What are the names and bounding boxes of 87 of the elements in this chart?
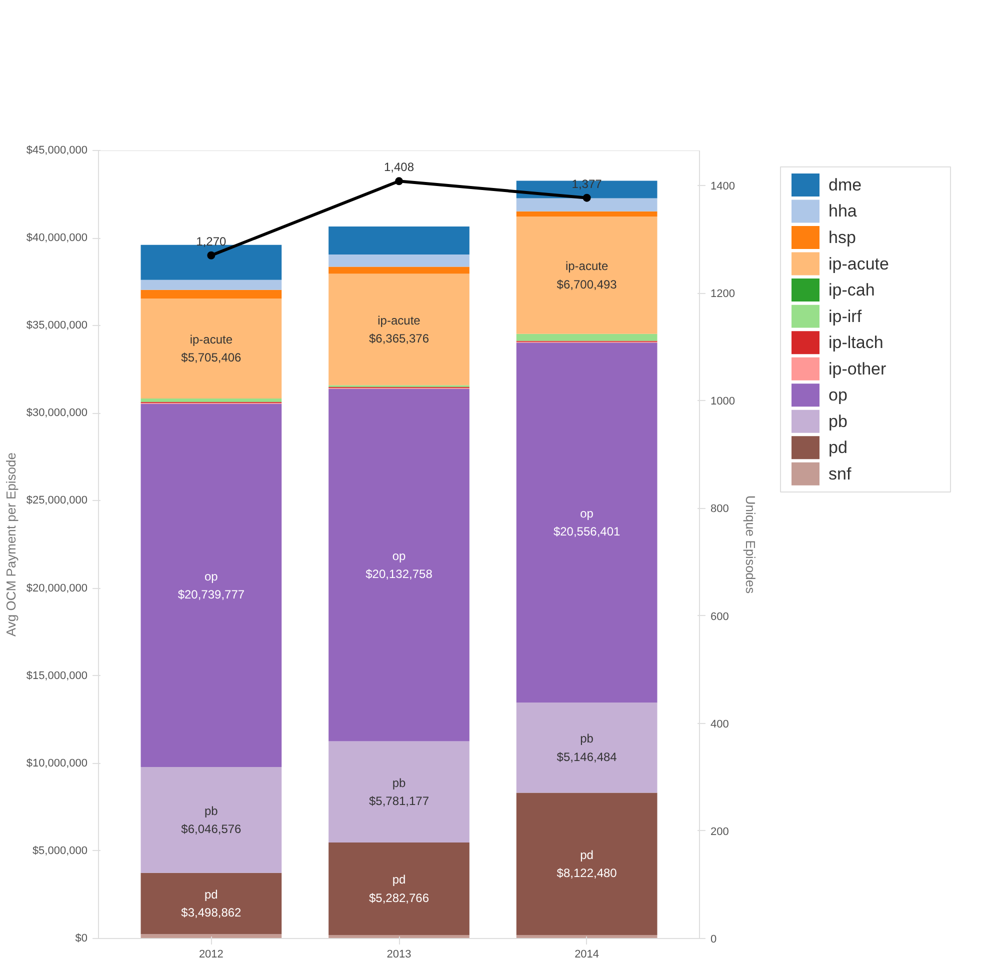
- data-label: $20,739,777: [178, 587, 245, 602]
- y-tick-label: $40,000,000: [26, 232, 88, 244]
- data-label: $6,700,493: [556, 277, 618, 292]
- y2-tick-label: 400: [710, 718, 729, 730]
- data-label: $20,132,758: [366, 567, 433, 582]
- data-label: $3,498,862: [181, 906, 242, 920]
- legend-label: dme: [828, 175, 862, 194]
- bar: [516, 334, 658, 341]
- bar: [140, 934, 282, 938]
- y2-tick-label: 1200: [710, 288, 735, 300]
- legend-label: hha: [828, 202, 858, 221]
- data-label: $5,282,766: [368, 890, 430, 905]
- bar: [140, 398, 282, 402]
- data-label: $5,781,177: [368, 794, 430, 808]
- bar: [328, 274, 470, 386]
- legend-label: ip-cah: [828, 280, 875, 300]
- data-label: 1,408: [384, 160, 414, 174]
- data-label: $6,046,576: [181, 822, 242, 836]
- x-tick-label: 2012: [198, 948, 224, 960]
- legend-label: snf: [828, 464, 852, 484]
- data-label: $20,556,401: [553, 524, 621, 539]
- bar: [328, 254, 470, 267]
- y-tick-label: $35,000,000: [26, 320, 88, 332]
- text: ip-acute: [378, 313, 420, 328]
- legend-label: ip-ltach: [828, 333, 884, 352]
- bar: [328, 741, 470, 842]
- data-label: 1,377: [572, 176, 602, 191]
- bar: [516, 216, 658, 334]
- legend-label: ip-acute: [828, 254, 889, 274]
- bar: [328, 388, 470, 742]
- text: op: [580, 506, 594, 521]
- text: pb: [204, 804, 218, 818]
- bar: [140, 298, 282, 399]
- y-tick-label: $5,000,000: [32, 844, 88, 857]
- bar: [140, 872, 282, 934]
- point: [395, 177, 403, 186]
- text: op: [204, 569, 218, 584]
- text: pb: [580, 732, 594, 746]
- bar: [328, 266, 470, 274]
- y2-tick-label: 600: [710, 610, 729, 623]
- bar: [516, 702, 658, 793]
- text: pd: [580, 848, 594, 862]
- legend-label: pd: [828, 438, 848, 458]
- y-tick-label: $20,000,000: [26, 582, 88, 594]
- y-axis-title: Avg OCM Payment per Episode: [3, 452, 18, 637]
- bar: [140, 766, 282, 873]
- y-tick-label: $30,000,000: [26, 407, 88, 420]
- legend-label: op: [828, 386, 848, 405]
- legend-label: pb: [828, 412, 848, 431]
- data-label: $5,705,406: [181, 350, 242, 365]
- y2-tick-label: 1000: [710, 396, 735, 408]
- text: ip-acute: [565, 259, 608, 274]
- text: op: [392, 548, 406, 563]
- legend-label: ip-other: [828, 359, 886, 378]
- bar: [516, 342, 658, 703]
- text: ip-acute: [190, 332, 233, 346]
- bar: [140, 280, 282, 290]
- y-tick-label: $0: [75, 932, 88, 944]
- y-tick-label: $45,000,000: [26, 144, 88, 156]
- text: pd: [392, 872, 406, 887]
- text: pb: [392, 776, 406, 790]
- y-tick-label: $25,000,000: [26, 494, 88, 507]
- data-label: $5,146,484: [556, 750, 618, 764]
- legend-label: hsp: [828, 228, 856, 248]
- y2-tick-label: 0: [710, 934, 717, 946]
- y2-tick-label: 200: [710, 826, 729, 838]
- bar: [516, 792, 658, 935]
- bar: [140, 404, 282, 767]
- y-tick-label: $15,000,000: [26, 670, 88, 682]
- y2-axis-title: Unique Episodes: [742, 495, 758, 594]
- legend-label: ip-irf: [828, 306, 862, 326]
- y2-tick-label: 800: [710, 503, 729, 516]
- y2-tick-label: 1400: [710, 180, 735, 192]
- data-label: $8,122,480: [556, 866, 618, 880]
- point: [207, 251, 216, 260]
- point: [582, 194, 591, 202]
- bar: [516, 211, 658, 217]
- data-label: $6,365,376: [368, 332, 430, 346]
- x-tick-label: 2014: [574, 948, 600, 960]
- x-tick-label: 2013: [386, 948, 412, 960]
- bar: [328, 226, 470, 254]
- bar: [516, 198, 658, 212]
- bar: [328, 842, 470, 935]
- bar: [140, 290, 282, 299]
- data-label: 1,270: [196, 234, 227, 248]
- text: pd: [204, 887, 218, 902]
- y-tick-label: $10,000,000: [26, 757, 88, 770]
